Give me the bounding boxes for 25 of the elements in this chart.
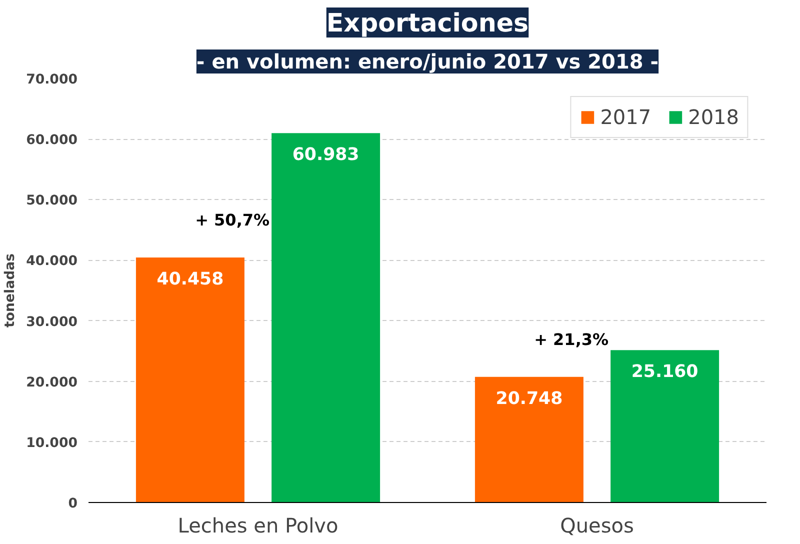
y-tick-label: 30.000	[26, 314, 78, 330]
x-tick-label: Quesos	[560, 514, 634, 538]
chart-title: Exportaciones	[326, 8, 529, 38]
chart-subtitle: - en volumen: enero/junio 2017 vs 2018 -	[196, 50, 659, 74]
data-label: 25.160	[631, 362, 698, 382]
y-tick-label: 70.000	[26, 72, 78, 88]
bar	[474, 376, 584, 502]
y-axis-title: toneladas	[3, 253, 18, 328]
y-tick-label: 20.000	[26, 375, 78, 390]
bar	[610, 350, 720, 502]
data-label: 40.458	[156, 269, 224, 290]
y-tick-label: 10.000	[26, 436, 78, 451]
y-tick-label: 0	[68, 496, 78, 512]
y-tick-label: 50.000	[26, 194, 78, 209]
legend-label: 2017	[600, 105, 652, 129]
y-tick-label: 40.000	[26, 254, 78, 270]
bar	[272, 133, 380, 502]
data-label: 60.983	[292, 145, 360, 166]
bar	[136, 257, 244, 502]
annotation: + 50,7%	[195, 210, 270, 230]
data-label: 20.748	[496, 388, 563, 409]
legend-label: 2018	[688, 105, 739, 129]
annotation: + 21,3%	[534, 330, 609, 349]
x-tick-label: Leches en Polvo	[178, 514, 338, 538]
y-tick-label: 60.000	[26, 133, 78, 148]
